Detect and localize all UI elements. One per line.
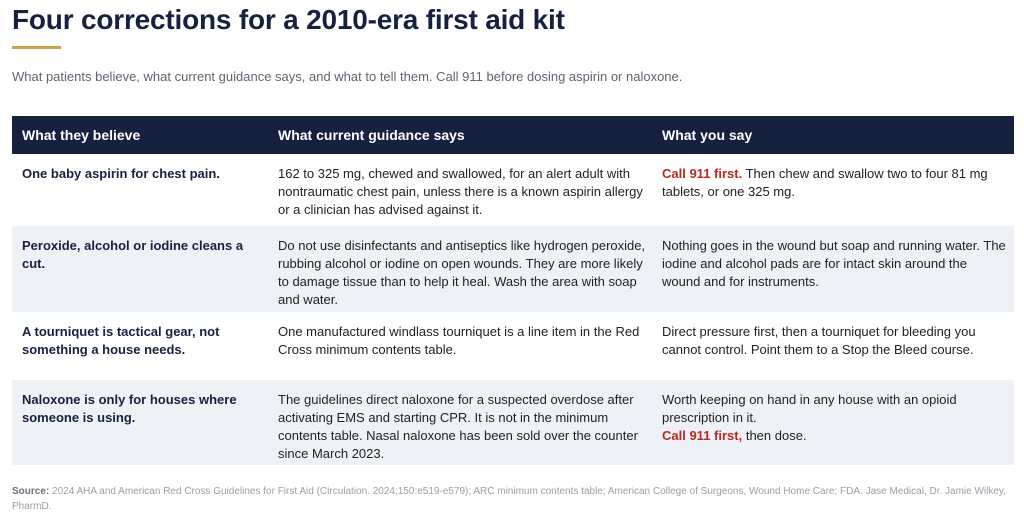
say-cell: Call 911 first. Then chew and swallow tw… (652, 154, 1014, 226)
table-header: What they believe What current guidance … (12, 116, 1014, 154)
guidance-cell: 162 to 325 mg, chewed and swallowed, for… (278, 166, 643, 217)
say-text: Then chew and swallow two to four 81 mg … (662, 166, 988, 199)
column-header-say: What you say (662, 127, 753, 143)
guidance-cell: The guidelines direct naloxone for a sus… (278, 392, 638, 461)
source-text: 2024 AHA and American Red Cross Guidelin… (12, 486, 1006, 512)
guidance-cell: Do not use disinfectants and antiseptics… (278, 238, 646, 307)
say-tail-text: then dose. (742, 428, 807, 443)
table-row: A tourniquet is tactical gear, not somet… (12, 312, 1014, 380)
say-cell: Nothing goes in the wound but soap and r… (662, 238, 1006, 289)
guidance-cell: One manufactured windlass tourniquet is … (278, 324, 640, 357)
say-cell: Worth keeping on hand in any house with … (652, 380, 1014, 465)
belief-cell: One baby aspirin for chest pain. (22, 166, 220, 181)
title-accent-rule (12, 46, 61, 49)
call-911-alert: Call 911 first, (662, 428, 743, 443)
say-text: Worth keeping on hand in any house with … (662, 392, 957, 425)
page-title: Four corrections for a 2010-era first ai… (12, 4, 565, 35)
call-911-alert: Call 911 first. (662, 166, 743, 181)
corrections-table: What they believe What current guidance … (12, 116, 1014, 465)
column-header-guidance: What current guidance says (278, 127, 465, 143)
belief-cell: A tourniquet is tactical gear, not somet… (22, 324, 220, 357)
table-row: Peroxide, alcohol or iodine cleans a cut… (12, 226, 1014, 312)
table-row: Naloxone is only for houses where someon… (12, 380, 1014, 465)
source-note: Source: 2024 AHA and American Red Cross … (12, 484, 1012, 514)
belief-cell: Peroxide, alcohol or iodine cleans a cut… (22, 238, 244, 271)
source-label: Source: (12, 486, 50, 497)
column-header-belief: What they believe (22, 127, 141, 143)
table-row: One baby aspirin for chest pain. 162 to … (12, 154, 1014, 226)
belief-cell: Naloxone is only for houses where someon… (22, 392, 237, 425)
say-cell: Direct pressure first, then a tourniquet… (662, 324, 976, 357)
page-subtitle: What patients believe, what current guid… (12, 69, 683, 84)
